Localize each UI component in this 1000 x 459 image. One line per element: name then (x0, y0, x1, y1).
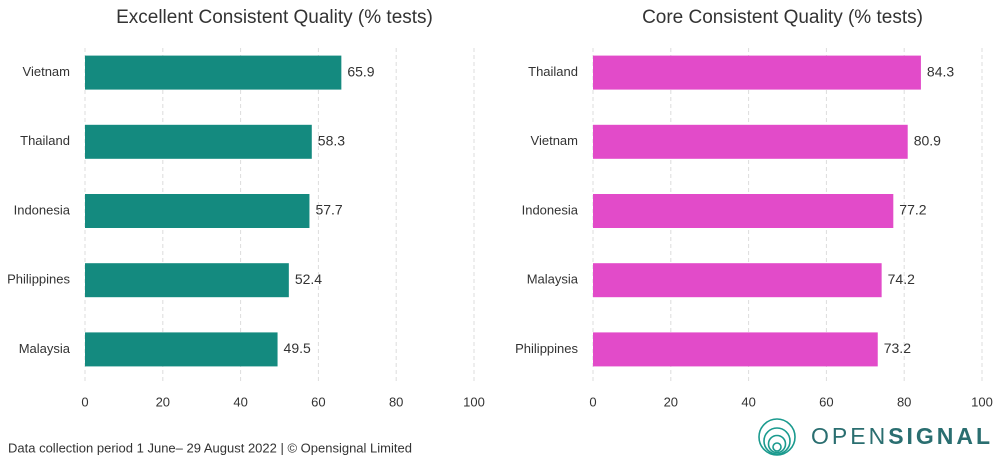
x-tick-label: 40 (233, 394, 247, 409)
x-tick-label: 20 (664, 394, 678, 409)
x-tick-label: 100 (971, 394, 993, 409)
bar (593, 263, 882, 298)
value-label: 77.2 (899, 202, 926, 218)
value-label: 84.3 (927, 63, 954, 79)
value-label: 52.4 (295, 271, 322, 287)
x-tick-label: 20 (156, 394, 170, 409)
bar (593, 55, 921, 90)
bar (85, 263, 289, 298)
chart-title: Excellent Consistent Quality (% tests) (116, 7, 433, 28)
value-label: 49.5 (284, 340, 311, 356)
bar (85, 194, 310, 228)
value-label: 80.9 (914, 133, 941, 149)
bar (593, 332, 878, 367)
x-tick-label: 80 (897, 394, 911, 409)
x-tick-label: 0 (589, 394, 596, 409)
y-tick-label: Malaysia (527, 272, 579, 287)
footer: Data collection period 1 June– 29 August… (8, 440, 412, 455)
value-label: 73.2 (884, 340, 911, 356)
bar (85, 332, 278, 367)
bar (593, 194, 894, 228)
x-tick-label: 100 (463, 394, 485, 409)
value-label: 57.7 (315, 202, 342, 218)
x-tick-label: 60 (311, 394, 325, 409)
x-tick-label: 0 (81, 394, 88, 409)
y-tick-label: Indonesia (14, 202, 71, 217)
logo-icon (758, 418, 796, 456)
y-tick-label: Vietnam (531, 133, 578, 148)
y-tick-label: Malaysia (19, 341, 71, 356)
logo-text: OPENSIGNAL (811, 423, 993, 449)
y-tick-label: Philippines (515, 341, 578, 356)
x-tick-label: 60 (819, 394, 833, 409)
y-tick-label: Indonesia (522, 202, 579, 217)
logo-bold: SIGNAL (888, 423, 993, 449)
y-tick-label: Vietnam (23, 64, 70, 79)
value-label: 65.9 (347, 63, 374, 79)
chart-title: Core Consistent Quality (% tests) (642, 7, 923, 28)
y-tick-label: Thailand (20, 133, 70, 148)
y-tick-label: Philippines (7, 272, 70, 287)
x-tick-label: 80 (389, 394, 403, 409)
value-label: 74.2 (888, 271, 915, 287)
bar (85, 55, 342, 90)
bar (593, 124, 908, 159)
value-label: 58.3 (318, 133, 345, 149)
y-tick-label: Thailand (528, 64, 578, 79)
logo-light: OPEN (811, 423, 888, 449)
bar (85, 124, 312, 159)
x-tick-label: 40 (741, 394, 755, 409)
